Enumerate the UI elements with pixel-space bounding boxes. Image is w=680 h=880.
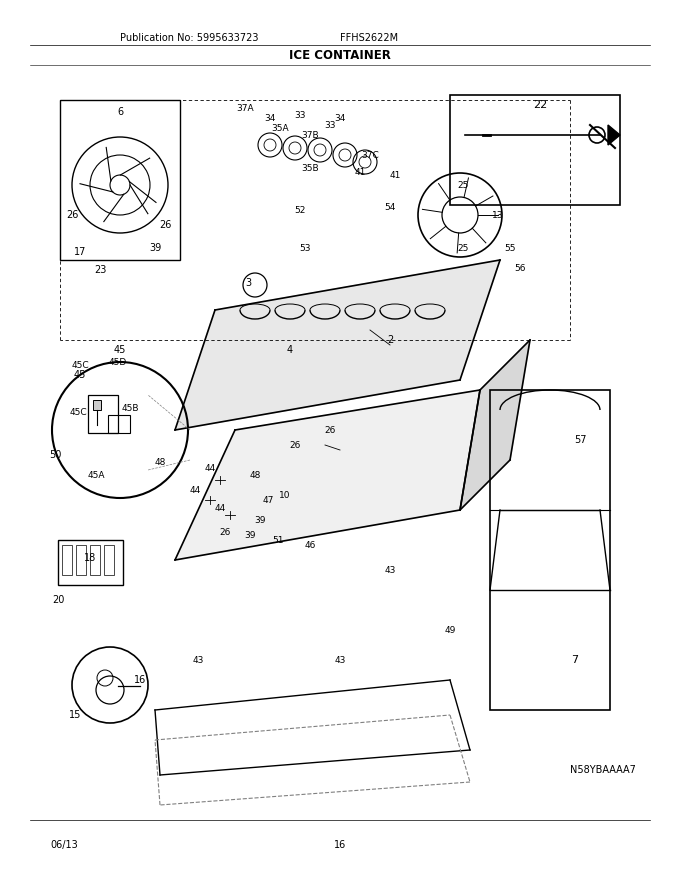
- Text: 34: 34: [335, 114, 345, 122]
- Text: 56: 56: [514, 263, 526, 273]
- Text: 23: 23: [94, 265, 106, 275]
- Text: 46: 46: [305, 540, 316, 549]
- Text: 49: 49: [444, 626, 456, 634]
- Bar: [104, 545, 114, 575]
- Text: 47: 47: [262, 495, 273, 504]
- Text: ICE CONTAINER: ICE CONTAINER: [289, 48, 391, 62]
- Text: 26: 26: [324, 426, 336, 435]
- Text: 34: 34: [265, 114, 275, 122]
- Text: 6: 6: [117, 107, 123, 117]
- Polygon shape: [460, 340, 530, 510]
- Bar: [76, 545, 86, 575]
- Text: 45B: 45B: [121, 404, 139, 413]
- Text: 48: 48: [250, 471, 260, 480]
- Text: 44: 44: [214, 503, 226, 512]
- Text: 43: 43: [192, 656, 204, 664]
- Text: 06/13: 06/13: [50, 840, 78, 850]
- Text: 26: 26: [220, 527, 231, 537]
- Bar: [90, 545, 100, 575]
- Text: 48: 48: [154, 458, 166, 466]
- Text: 16: 16: [334, 840, 346, 850]
- Text: 33: 33: [294, 111, 306, 120]
- Bar: [88, 395, 118, 433]
- Text: N58YBAAAA7: N58YBAAAA7: [570, 765, 636, 775]
- Bar: [60, 100, 180, 260]
- Text: 57: 57: [574, 435, 586, 445]
- Text: 17: 17: [74, 247, 86, 257]
- Text: FFHS2622M: FFHS2622M: [340, 33, 398, 43]
- Text: 37B: 37B: [301, 130, 319, 140]
- Text: 4: 4: [287, 345, 293, 355]
- Text: 25: 25: [458, 244, 469, 253]
- Polygon shape: [175, 260, 500, 430]
- Text: 41: 41: [390, 171, 401, 180]
- Text: 26: 26: [289, 441, 301, 450]
- Text: 10: 10: [279, 490, 291, 500]
- Text: 45C: 45C: [69, 407, 87, 416]
- Text: 22: 22: [533, 100, 547, 110]
- Text: 50: 50: [49, 450, 61, 460]
- Text: 26: 26: [66, 210, 78, 220]
- Text: 54: 54: [384, 202, 396, 211]
- Text: 53: 53: [299, 244, 311, 253]
- Text: Publication No: 5995633723: Publication No: 5995633723: [120, 33, 258, 43]
- Text: 35B: 35B: [301, 164, 319, 172]
- Text: 43: 43: [335, 656, 345, 664]
- Text: 44: 44: [205, 464, 216, 473]
- Bar: [108, 415, 130, 433]
- Text: 16: 16: [134, 675, 146, 685]
- Text: 45: 45: [74, 370, 86, 380]
- Text: 44: 44: [189, 486, 201, 495]
- Text: 45C: 45C: [71, 361, 89, 370]
- Text: 25: 25: [458, 180, 469, 189]
- Text: 45A: 45A: [87, 471, 105, 480]
- Text: 15: 15: [69, 710, 81, 720]
- Text: 45: 45: [114, 345, 126, 355]
- Text: 26: 26: [159, 220, 171, 230]
- Bar: [450, 95, 620, 205]
- Bar: [93, 400, 101, 410]
- Text: 39: 39: [254, 516, 266, 524]
- Text: 7: 7: [571, 655, 579, 665]
- Text: 52: 52: [294, 206, 306, 215]
- Text: 41: 41: [354, 167, 366, 177]
- Text: 55: 55: [505, 244, 515, 253]
- Bar: [490, 390, 610, 710]
- Text: 37A: 37A: [236, 104, 254, 113]
- Text: 43: 43: [384, 566, 396, 575]
- Text: 33: 33: [324, 121, 336, 129]
- Bar: [62, 545, 72, 575]
- Text: 37C: 37C: [361, 150, 379, 159]
- Bar: [58, 540, 123, 585]
- Text: 3: 3: [245, 278, 251, 288]
- Polygon shape: [175, 390, 480, 560]
- Polygon shape: [608, 125, 620, 145]
- Text: 39: 39: [149, 243, 161, 253]
- Text: 39: 39: [244, 531, 256, 539]
- Text: 2: 2: [387, 335, 393, 345]
- Text: 18: 18: [84, 553, 96, 563]
- Text: 35A: 35A: [271, 123, 289, 133]
- Text: 13: 13: [492, 210, 504, 219]
- Text: 51: 51: [272, 536, 284, 545]
- Text: 45D: 45D: [109, 357, 127, 366]
- Text: 20: 20: [52, 595, 64, 605]
